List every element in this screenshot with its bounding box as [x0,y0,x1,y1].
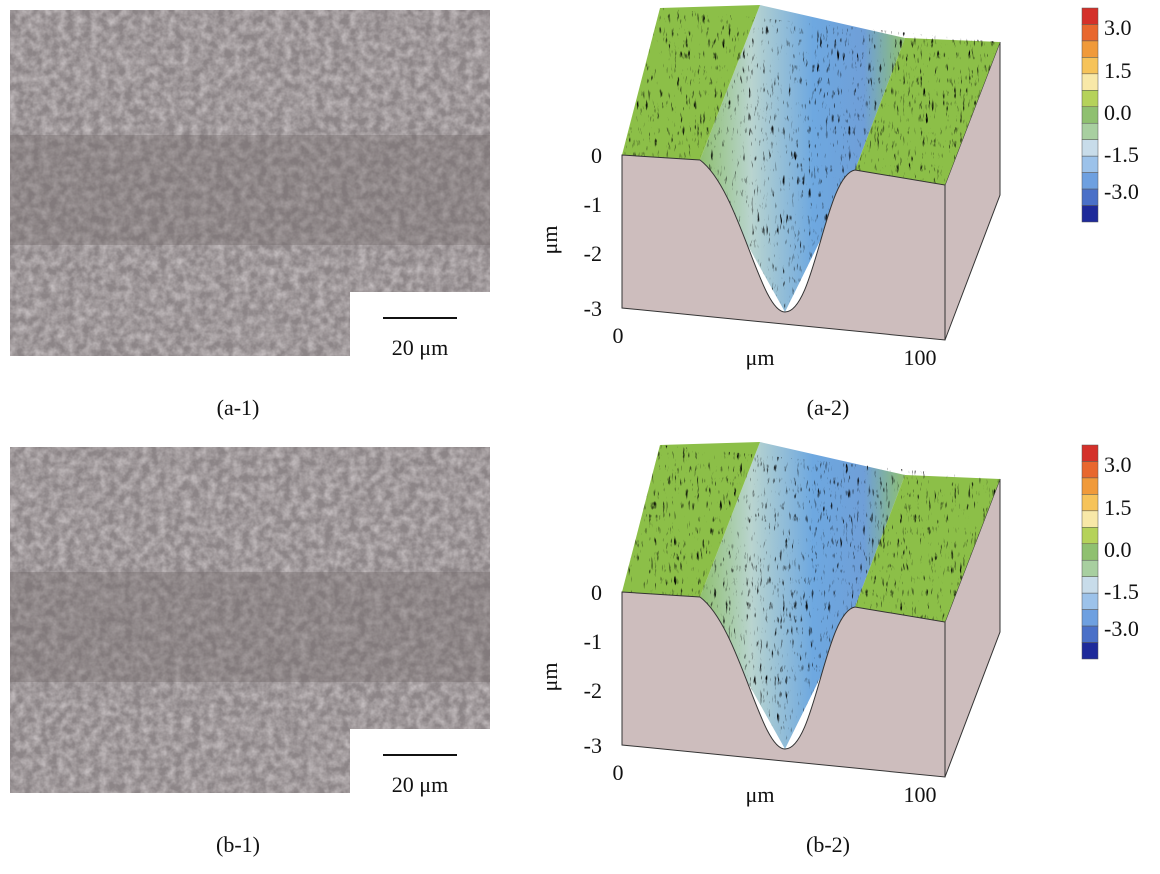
scale-bar-label: 20 μm [392,772,448,797]
surface-plot [622,442,1000,777]
x-axis-label: μm [746,782,775,807]
colorbar-swatch [1082,8,1098,24]
colorbar-swatch [1082,90,1098,106]
colorbar-swatch [1082,189,1098,205]
scale-bar-label: 20 μm [392,335,448,360]
colorbar-label: -3.0 [1104,616,1139,641]
colorbar-label: 0.0 [1104,100,1132,125]
colorbar-swatch [1082,511,1098,527]
colorbar-label: 1.5 [1104,58,1132,83]
colorbar-swatch [1082,41,1098,57]
colorbar-swatch [1082,140,1098,156]
colorbar-swatch [1082,57,1098,73]
sem-image [10,447,490,793]
colorbar-swatch [1082,610,1098,626]
x-tick-label: 100 [904,782,937,807]
colorbar-swatch [1082,445,1098,461]
colorbar-swatch [1082,123,1098,139]
colorbar-swatch [1082,527,1098,543]
panel-label: (b-2) [806,832,850,857]
sem-image [10,10,490,356]
z-tick-label: -3 [584,733,602,758]
colorbar-label: 3.0 [1104,15,1132,40]
z-axis-label: μm [537,663,562,692]
colorbar-swatch [1082,206,1098,222]
colorbar-swatch [1082,593,1098,609]
colorbar-swatch [1082,643,1098,659]
colorbar-label: 1.5 [1104,495,1132,520]
colorbar-label: -3.0 [1104,179,1139,204]
colorbar-swatch [1082,626,1098,642]
colorbar-swatch [1082,74,1098,90]
panel-label: (a-1) [217,395,260,420]
z-tick-label: -2 [584,241,602,266]
colorbar-swatch [1082,461,1098,477]
colorbar-label: -1.5 [1104,579,1139,604]
sem-track [10,135,490,245]
z-tick-label: -2 [584,678,602,703]
colorbar-label: 0.0 [1104,537,1132,562]
colorbar-swatch [1082,478,1098,494]
panel-label: (a-2) [807,395,850,420]
colorbar-label: 3.0 [1104,452,1132,477]
colorbar-swatch [1082,24,1098,40]
z-tick-label: 0 [591,143,602,168]
colorbar-swatch [1082,173,1098,189]
sem-track [10,572,490,682]
colorbar-swatch [1082,494,1098,510]
panel-label: (b-1) [216,832,260,857]
colorbar-swatch [1082,544,1098,560]
surface-plot [622,5,1000,340]
x-tick-label: 0 [613,323,624,348]
colorbar-swatch [1082,577,1098,593]
colorbar-swatch [1082,156,1098,172]
x-tick-label: 0 [613,760,624,785]
z-tick-label: -1 [584,192,602,217]
colorbar-swatch [1082,107,1098,123]
figure: 20 μm (a-1) μm 0 -1 -2 -3 0 100 μm 3.0 1.5 0.0 -1.5 -3… [0,0,1160,874]
z-tick-label: -1 [584,629,602,654]
z-tick-label: 0 [591,580,602,605]
colorbar-label: -1.5 [1104,142,1139,167]
z-axis-label: μm [537,226,562,255]
z-tick-label: -3 [584,296,602,321]
x-axis-label: μm [746,345,775,370]
colorbar-swatch [1082,560,1098,576]
x-tick-label: 100 [904,345,937,370]
